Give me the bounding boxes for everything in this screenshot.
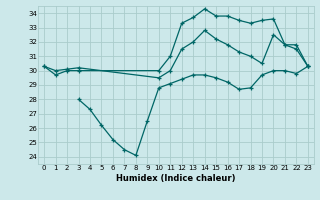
- X-axis label: Humidex (Indice chaleur): Humidex (Indice chaleur): [116, 174, 236, 183]
